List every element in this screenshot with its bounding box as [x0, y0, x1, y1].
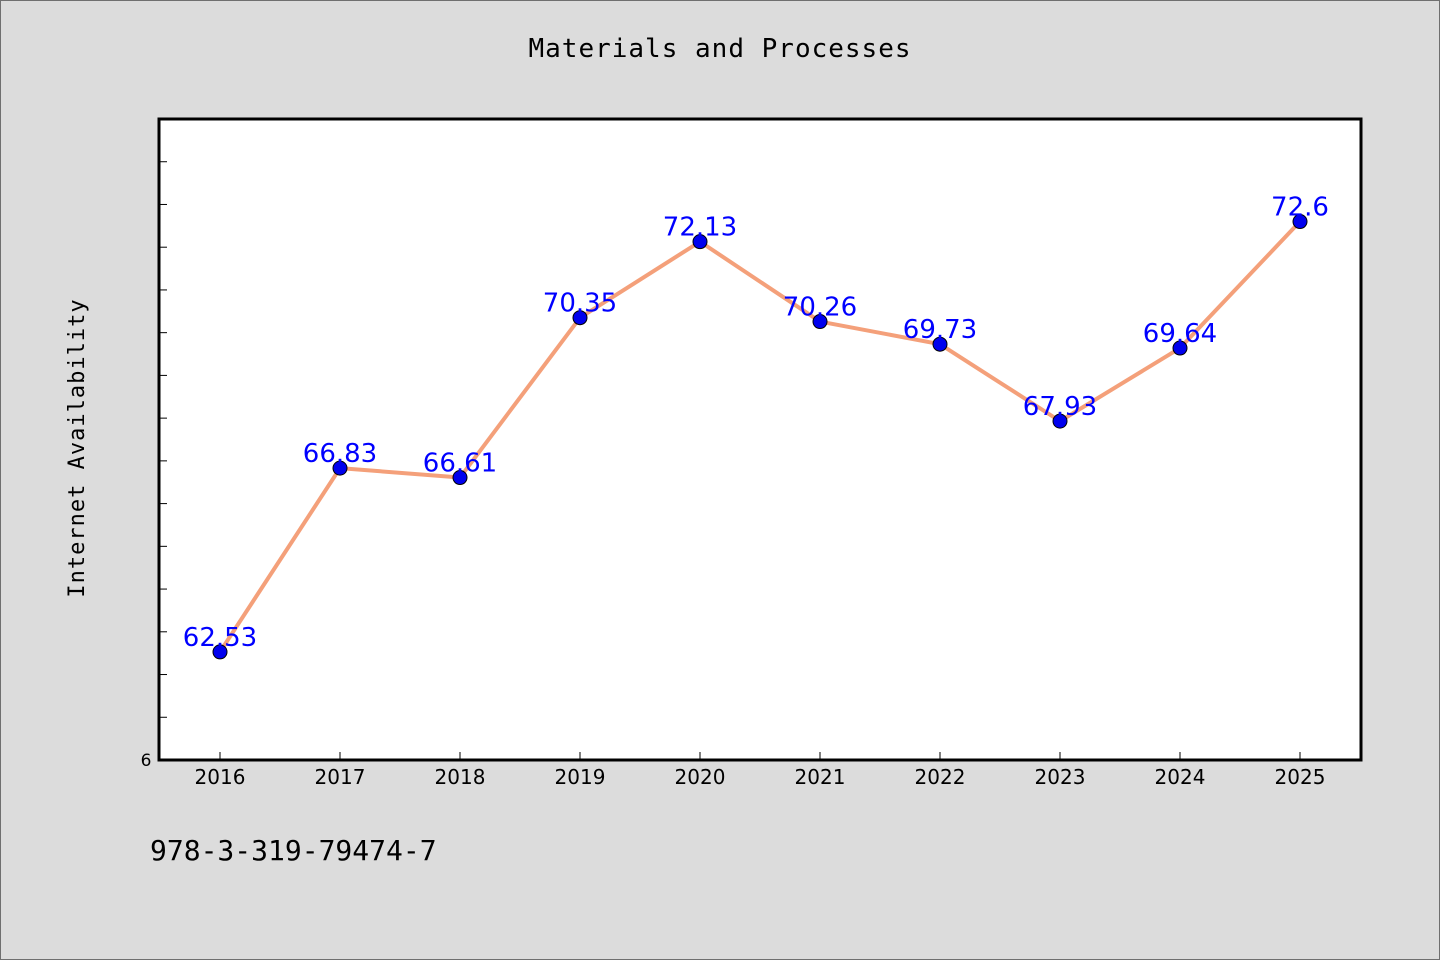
series: 62.53 66.83 66.61 70.35 72.13 70.26 69.73 67.93…	[183, 193, 1329, 660]
x-tick-label: 2017	[315, 765, 366, 789]
data-point	[452, 470, 468, 486]
data-point	[1052, 413, 1068, 429]
data-point	[212, 644, 228, 660]
data-label: 69.73	[903, 315, 977, 345]
x-tick-label: 2021	[795, 765, 846, 789]
data-point	[332, 460, 348, 476]
x-tick-label: 2019	[555, 765, 606, 789]
chart-title: Materials and Processes	[528, 34, 912, 64]
series-line	[218, 220, 1302, 653]
x-tick-label: 2016	[195, 765, 246, 789]
x-tick-label: 2022	[915, 765, 966, 789]
data-point	[1172, 340, 1188, 356]
data-point	[572, 310, 588, 326]
data-point	[1292, 214, 1308, 230]
data-point	[692, 234, 708, 250]
x-axis: 2016 2017 2018 2019 2020 2021 2022 2023 2024 2025	[195, 752, 1326, 789]
data-point	[812, 314, 828, 330]
data-label: 70.26	[783, 293, 857, 323]
data-label: 72.6	[1271, 193, 1329, 223]
data-label: 70.35	[543, 289, 617, 319]
x-tick-label: 2018	[435, 765, 486, 789]
x-tick-label: 2020	[675, 765, 726, 789]
y-axis-ticks	[159, 161, 167, 718]
plot-area	[157, 117, 1363, 762]
x-tick-label: 2023	[1035, 765, 1086, 789]
y-tick-label: 6	[141, 751, 152, 771]
data-label: 67.93	[1023, 392, 1097, 422]
data-label: 66.61	[423, 449, 497, 479]
isbn-text: 978-3-319-79474-7	[150, 834, 437, 867]
data-label: 72.13	[663, 213, 737, 243]
x-tick-label: 2024	[1155, 765, 1206, 789]
data-label: 69.64	[1143, 319, 1217, 349]
data-point	[932, 336, 948, 352]
y-axis-label: Internet Availability	[65, 298, 90, 597]
data-label: 62.53	[183, 623, 257, 653]
data-label: 66.83	[303, 439, 377, 469]
x-tick-label: 2025	[1275, 765, 1326, 789]
